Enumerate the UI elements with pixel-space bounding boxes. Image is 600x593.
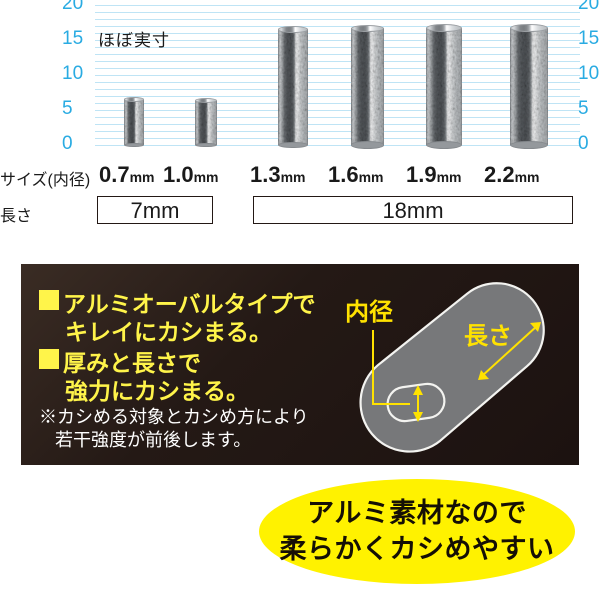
svg-text:内径: 内径: [345, 299, 393, 326]
svg-text:長さ: 長さ: [464, 323, 512, 350]
